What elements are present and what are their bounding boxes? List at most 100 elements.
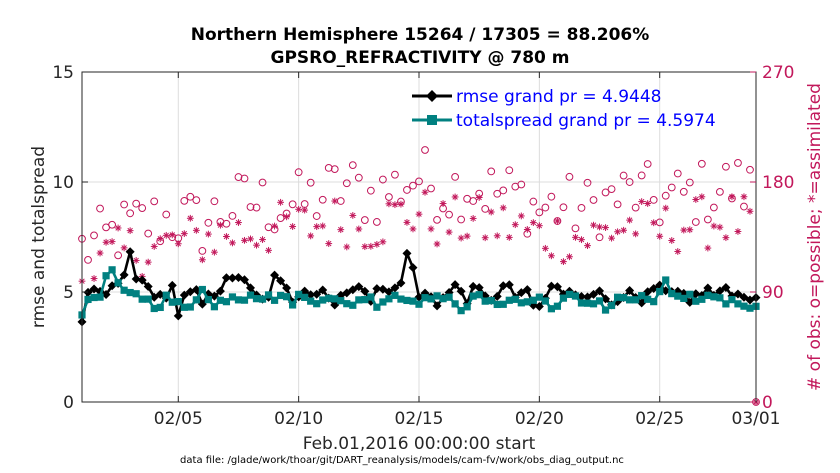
obs-assimilated-point: [584, 242, 591, 250]
obs-assimilated-point: [415, 210, 423, 218]
obs-possible-point: [541, 203, 550, 212]
obs-assimilated-point: [590, 221, 597, 229]
x-tick-label: 02/20: [515, 409, 564, 429]
obs-assimilated-point: [566, 253, 573, 261]
legend-rmse-text: rmse grand pr = 4.9448: [456, 87, 661, 107]
obs-assimilated-point: [656, 232, 664, 240]
obs-possible-point: [673, 169, 682, 178]
obs-assimilated-stroke: [362, 243, 368, 250]
y-tick-label: 5: [63, 283, 74, 303]
totalspread-point: [740, 302, 748, 310]
obs-assimilated-stroke: [602, 224, 609, 231]
totalspread-point: [427, 295, 435, 303]
obs-assimilated-point: [734, 228, 742, 235]
totalspread-point: [198, 285, 206, 294]
obs-assimilated-point: [295, 205, 303, 213]
obs-assimilated-stroke: [494, 233, 500, 239]
obs-assimilated-point: [102, 238, 110, 246]
obs-assimilated-stroke: [488, 209, 494, 215]
totalspread-point: [319, 296, 327, 304]
obs-assimilated-point: [403, 218, 411, 226]
chart-title-line2: GPSRO_REFRACTIVITY @ 780 m: [270, 48, 569, 68]
obs-possible-point: [186, 192, 195, 201]
obs-assimilated-point: [614, 228, 621, 236]
obs-assimilated-point: [554, 217, 561, 225]
totalspread-point: [511, 295, 519, 303]
rmse-point: [649, 284, 659, 294]
rmse-point: [215, 286, 225, 296]
obs-assimilated-stroke: [470, 215, 476, 222]
obs-assimilated-stroke: [91, 275, 97, 282]
obs-assimilated-point: [192, 226, 200, 234]
legend-spread-text: totalspread grand pr = 4.5974: [456, 111, 716, 131]
totalspread-point: [355, 296, 363, 304]
obs-possible-point: [715, 187, 724, 196]
obs-assimilated-stroke: [669, 237, 675, 244]
obs-assimilated-point: [704, 244, 712, 252]
obs-possible-point: [84, 255, 92, 264]
obs-assimilated-stroke: [380, 239, 386, 245]
obs-assimilated-stroke: [235, 219, 242, 226]
obs-assimilated-point: [397, 200, 405, 208]
rmse-point: [306, 290, 316, 300]
obs-assimilated-point: [608, 234, 615, 242]
obs-assimilated-stroke: [681, 227, 687, 233]
totalspread-point: [415, 300, 423, 308]
totalspread-point: [258, 295, 267, 303]
totalspread-point: [674, 292, 682, 300]
obs-assimilated-point: [126, 227, 134, 235]
totalspread-point: [180, 303, 188, 311]
obs-assimilated-stroke: [97, 250, 103, 256]
obs-assimilated-point: [259, 236, 266, 243]
totalspread-point: [595, 297, 604, 305]
rmse-point: [173, 311, 183, 321]
totalspread-point: [644, 295, 652, 303]
obs-assimilated-point: [223, 233, 230, 240]
totalspread-point: [680, 294, 688, 303]
totalspread-point: [156, 303, 164, 312]
totalspread-series: [78, 266, 760, 319]
obs-possible-point: [114, 251, 123, 260]
totalspread-point: [276, 291, 285, 300]
obs-assimilated-stroke: [693, 196, 699, 203]
obs-assimilated-stroke: [277, 199, 284, 206]
obs-assimilated-stroke: [133, 257, 139, 264]
obs-assimilated-stroke: [127, 227, 133, 234]
obs-assimilated-stroke: [241, 237, 248, 244]
totalspread-point: [307, 297, 315, 305]
obs-assimilated-stroke: [350, 212, 356, 219]
obs-assimilated-point: [241, 236, 248, 244]
obs-possible-point: [505, 166, 514, 175]
obs-possible-point: [613, 200, 622, 209]
obs-assimilated-stroke: [271, 223, 278, 229]
obs-assimilated-stroke: [398, 201, 404, 207]
totalspread-point: [439, 295, 447, 303]
obs-possible-point: [643, 160, 652, 168]
totalspread-point: [361, 296, 369, 304]
obs-assimilated-point: [277, 198, 284, 206]
rmse-point: [552, 282, 562, 292]
totalspread-point: [577, 299, 586, 307]
totalspread-point: [150, 304, 158, 313]
legend-rmse-marker: [426, 90, 438, 102]
obs-assimilated-point: [198, 256, 206, 264]
obs-possible-point: [126, 209, 135, 218]
obs-assimilated-point: [638, 198, 646, 205]
obs-assimilated-stroke: [542, 245, 549, 252]
obs-assimilated-point: [692, 196, 700, 203]
rmse-point: [637, 298, 647, 308]
obs-assimilated-point: [475, 194, 483, 201]
obs-assimilated-stroke: [307, 233, 314, 239]
obs-assimilated-stroke: [368, 243, 374, 250]
obs-possible-point: [583, 178, 592, 187]
obs-assimilated-stroke: [590, 222, 597, 228]
totalspread-point: [589, 300, 598, 308]
totalspread-point: [722, 300, 730, 308]
totalspread-point: [295, 290, 303, 298]
obs-assimilated-point: [511, 221, 519, 229]
obs-assimilated-stroke: [735, 228, 741, 235]
obs-assimilated-point: [481, 234, 489, 242]
obs-assimilated-stroke: [193, 227, 200, 234]
obs-possible-point: [144, 229, 153, 238]
obs-assimilated-stroke: [151, 243, 157, 250]
